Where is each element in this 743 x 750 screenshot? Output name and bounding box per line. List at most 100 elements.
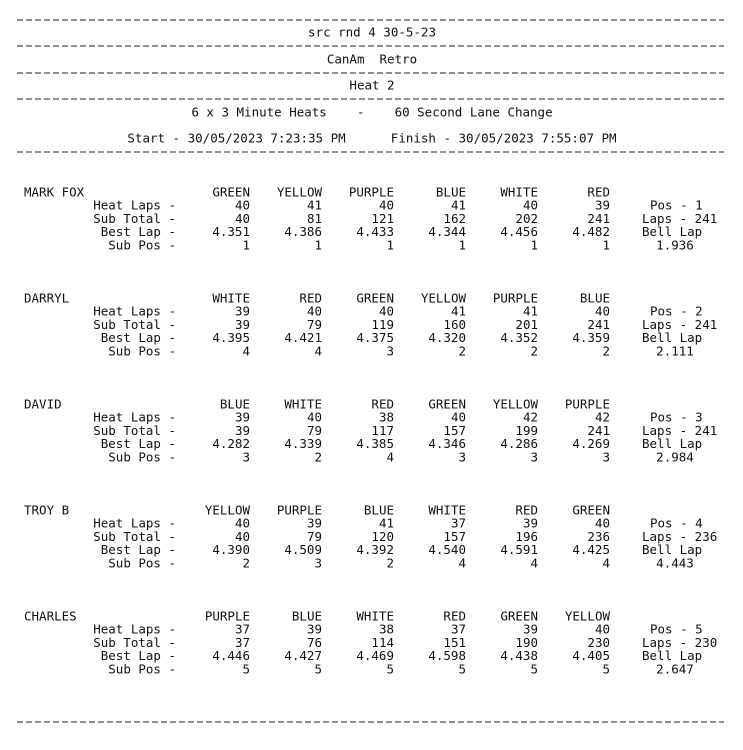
driver-name: TROY B	[24, 503, 69, 518]
cell: 4.351	[212, 224, 250, 239]
lane-header: RED	[371, 397, 394, 412]
lane-header: YELLOW	[277, 185, 323, 200]
cell: 37	[451, 622, 466, 637]
driver-name: DAVID	[24, 397, 62, 412]
driver-name: MARK FOX	[24, 185, 85, 200]
row-label: Best Lap -	[101, 648, 176, 663]
bell-lap: 2.111	[656, 343, 694, 358]
row-label: Best Lap -	[101, 542, 176, 557]
cell: 230	[587, 635, 610, 650]
cell: 4.344	[428, 224, 466, 239]
cell: 39	[235, 410, 250, 425]
cell: 4.438	[500, 648, 538, 663]
cell: 196	[515, 529, 538, 544]
position: Pos - 1	[650, 198, 703, 213]
cell: 3	[386, 343, 394, 358]
cell: 39	[307, 622, 322, 637]
cell: 199	[515, 423, 538, 438]
cell: 241	[587, 423, 610, 438]
cell: 4.346	[428, 436, 466, 451]
cell: 4.282	[212, 436, 250, 451]
lane-header: BLUE	[580, 291, 610, 306]
cell: 114	[371, 635, 394, 650]
cell: 1	[602, 237, 610, 252]
position: Pos - 4	[650, 516, 703, 531]
row-label: Sub Total -	[93, 423, 176, 438]
lane-header: WHITE	[284, 397, 322, 412]
cell: 40	[595, 516, 610, 531]
cell: 4.509	[284, 542, 322, 557]
cell: 4.286	[500, 436, 538, 451]
cell: 190	[515, 635, 538, 650]
cell: 40	[235, 211, 250, 226]
cell: 4.591	[500, 542, 538, 557]
cell: 4.392	[356, 542, 394, 557]
cell: 5	[602, 661, 610, 676]
cell: 40	[379, 304, 394, 319]
cell: 5	[458, 661, 466, 676]
bell-lap-label: Bell Lap	[642, 224, 702, 239]
row-label: Sub Total -	[93, 317, 176, 332]
cell: 4	[314, 343, 322, 358]
cell: 4.359	[572, 330, 610, 345]
position: Pos - 3	[650, 410, 703, 425]
cell: 4.456	[500, 224, 538, 239]
row-label: Sub Total -	[93, 529, 176, 544]
lane-header: RED	[443, 609, 466, 624]
lane-header: RED	[515, 503, 538, 518]
row-label: Sub Total -	[93, 211, 176, 226]
cell: 121	[371, 211, 394, 226]
lane-header: WHITE	[356, 609, 394, 624]
cell: 236	[587, 529, 610, 544]
cell: 5	[386, 661, 394, 676]
cell: 41	[523, 304, 538, 319]
cell: 4.598	[428, 648, 466, 663]
cell: 4	[530, 555, 538, 570]
lane-header: WHITE	[212, 291, 250, 306]
cell: 1	[314, 237, 322, 252]
position: Pos - 2	[650, 304, 703, 319]
lane-header: BLUE	[364, 503, 394, 518]
cell: 157	[443, 529, 466, 544]
cell: 5	[314, 661, 322, 676]
cell: 39	[307, 516, 322, 531]
bell-lap: 2.647	[656, 661, 694, 676]
cell: 4.390	[212, 542, 250, 557]
cell: 2	[314, 449, 322, 464]
row-label: Heat Laps -	[93, 304, 176, 319]
cell: 4	[458, 555, 466, 570]
cell: 151	[443, 635, 466, 650]
cell: 39	[235, 423, 250, 438]
cell: 40	[235, 198, 250, 213]
row-label: Heat Laps -	[93, 516, 176, 531]
lane-header: GREEN	[500, 609, 538, 624]
cell: 160	[443, 317, 466, 332]
lane-header: PURPLE	[565, 397, 610, 412]
lane-header: GREEN	[572, 503, 610, 518]
cell: 1	[458, 237, 466, 252]
cell: 4	[602, 555, 610, 570]
cell: 79	[307, 423, 322, 438]
cell: 5	[242, 661, 250, 676]
cell: 40	[235, 516, 250, 531]
cell: 117	[371, 423, 394, 438]
cell: 5	[530, 661, 538, 676]
lane-header: YELLOW	[421, 291, 467, 306]
lane-header: PURPLE	[277, 503, 322, 518]
row-label: Best Lap -	[101, 436, 176, 451]
cell: 241	[587, 211, 610, 226]
cell: 79	[307, 529, 322, 544]
cell: 38	[379, 410, 394, 425]
row-label: Best Lap -	[101, 224, 176, 239]
cell: 76	[307, 635, 322, 650]
lane-header: PURPLE	[205, 609, 250, 624]
cell: 4.405	[572, 648, 610, 663]
cell: 4.320	[428, 330, 466, 345]
cell: 81	[307, 211, 322, 226]
total-laps: Laps - 230	[642, 635, 717, 650]
cell: 3	[242, 449, 250, 464]
cell: 40	[307, 304, 322, 319]
bell-lap: 1.936	[656, 237, 694, 252]
total-laps: Laps - 241	[642, 211, 717, 226]
